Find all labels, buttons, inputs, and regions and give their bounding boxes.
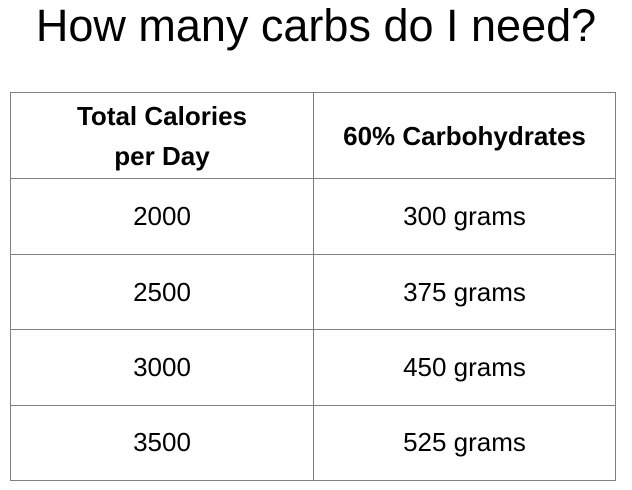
carbs-cell: 525 grams bbox=[313, 404, 616, 482]
header-total-calories-line1: Total Calories bbox=[76, 100, 247, 131]
table-row: 2000 300 grams bbox=[10, 178, 616, 255]
carbs-cell: 375 grams bbox=[313, 253, 616, 331]
table-row: 3500 525 grams bbox=[10, 404, 616, 482]
carbs-table: Total Calories per Day 60% Carbohydrates… bbox=[10, 91, 616, 482]
header-carbohydrates: 60% Carbohydrates bbox=[313, 91, 616, 180]
page-title: How many carbs do I need? bbox=[35, 0, 597, 51]
table-header-row: Total Calories per Day 60% Carbohydrates bbox=[10, 91, 616, 180]
header-total-calories-line2: per Day bbox=[114, 140, 210, 171]
calories-cell: 3000 bbox=[10, 329, 314, 406]
calories-cell: 2000 bbox=[10, 178, 314, 255]
table-row: 2500 375 grams bbox=[10, 253, 616, 331]
table-row: 3000 450 grams bbox=[10, 329, 616, 406]
header-total-calories: Total Calories per Day bbox=[10, 91, 314, 180]
carbs-cell: 300 grams bbox=[313, 178, 616, 255]
calories-cell: 2500 bbox=[10, 253, 314, 331]
calories-cell: 3500 bbox=[10, 404, 314, 482]
carbs-cell: 450 grams bbox=[313, 329, 616, 406]
